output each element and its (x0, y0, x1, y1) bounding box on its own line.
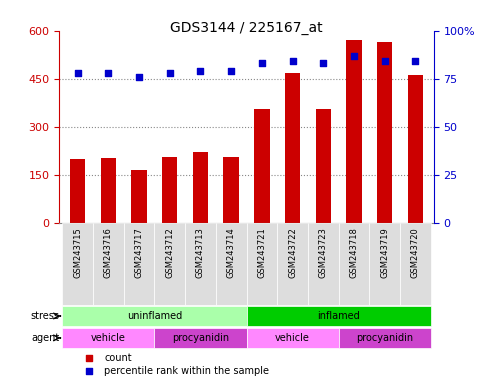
Bar (193, 152, 208, 223)
Text: GSM243716: GSM243716 (104, 227, 113, 278)
Bar (254, 109, 270, 223)
Text: agent: agent (32, 333, 60, 343)
Text: GSM243722: GSM243722 (288, 227, 297, 278)
Text: procyanidin: procyanidin (172, 333, 229, 343)
Point (105, 70, 112, 76)
FancyBboxPatch shape (62, 223, 93, 305)
Point (73, 70, 81, 76)
Bar (346, 40, 362, 223)
Point (288, 58, 296, 65)
FancyBboxPatch shape (308, 223, 339, 305)
Text: procyanidin: procyanidin (356, 333, 413, 343)
FancyBboxPatch shape (339, 223, 369, 305)
Point (135, 74, 143, 80)
FancyBboxPatch shape (124, 223, 154, 305)
Text: GSM243723: GSM243723 (319, 227, 328, 278)
Bar (131, 170, 147, 223)
FancyBboxPatch shape (246, 306, 431, 326)
FancyBboxPatch shape (62, 306, 246, 326)
Bar (162, 157, 177, 223)
Bar (377, 42, 392, 223)
FancyBboxPatch shape (277, 223, 308, 305)
Point (85, 368, 93, 374)
Point (350, 53, 358, 59)
Bar (316, 109, 331, 223)
FancyBboxPatch shape (369, 223, 400, 305)
Point (319, 60, 327, 66)
Point (412, 58, 420, 65)
Text: uninflamed: uninflamed (127, 311, 182, 321)
FancyBboxPatch shape (93, 223, 124, 305)
Text: GSM243719: GSM243719 (380, 227, 389, 278)
Text: percentile rank within the sample: percentile rank within the sample (104, 366, 269, 376)
Text: GSM243721: GSM243721 (257, 227, 266, 278)
FancyBboxPatch shape (62, 328, 154, 348)
Point (227, 68, 235, 74)
FancyBboxPatch shape (400, 223, 431, 305)
Text: GSM243715: GSM243715 (73, 227, 82, 278)
Text: GDS3144 / 225167_at: GDS3144 / 225167_at (170, 21, 323, 35)
Point (166, 70, 174, 76)
Text: GSM243712: GSM243712 (165, 227, 174, 278)
Bar (408, 75, 423, 223)
Text: GSM243714: GSM243714 (227, 227, 236, 278)
Text: inflamed: inflamed (317, 311, 360, 321)
FancyBboxPatch shape (154, 328, 246, 348)
FancyBboxPatch shape (339, 328, 431, 348)
Text: GSM243713: GSM243713 (196, 227, 205, 278)
Text: vehicle: vehicle (91, 333, 126, 343)
FancyBboxPatch shape (216, 223, 246, 305)
Point (258, 60, 266, 66)
Text: GSM243720: GSM243720 (411, 227, 420, 278)
Text: vehicle: vehicle (275, 333, 310, 343)
FancyBboxPatch shape (246, 223, 277, 305)
Bar (70, 159, 85, 223)
Bar (101, 158, 116, 223)
Bar (223, 157, 239, 223)
Text: GSM243717: GSM243717 (135, 227, 143, 278)
FancyBboxPatch shape (154, 223, 185, 305)
Text: count: count (104, 354, 132, 364)
Point (85, 356, 93, 362)
Text: GSM243718: GSM243718 (350, 227, 358, 278)
Text: stress: stress (31, 311, 60, 321)
FancyBboxPatch shape (246, 328, 339, 348)
Point (381, 58, 388, 65)
Point (197, 68, 205, 74)
FancyBboxPatch shape (185, 223, 216, 305)
Bar (285, 73, 300, 223)
